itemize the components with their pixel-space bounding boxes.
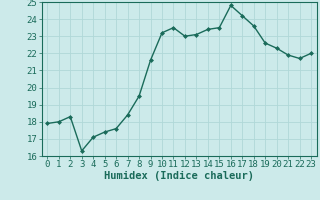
X-axis label: Humidex (Indice chaleur): Humidex (Indice chaleur) [104,171,254,181]
